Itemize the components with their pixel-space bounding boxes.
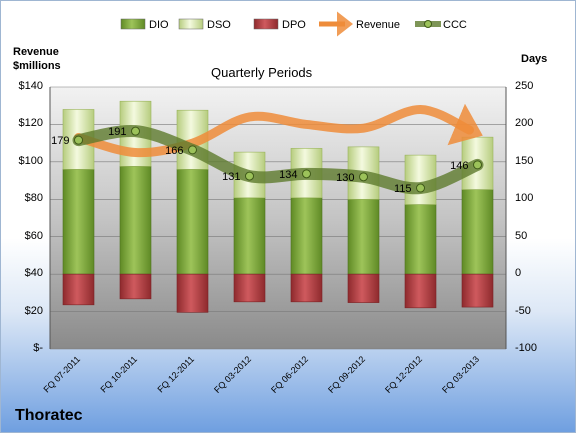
legend-label-dso: DSO xyxy=(207,19,231,31)
chart-title: Quarterly Periods xyxy=(211,65,313,80)
legend-swatch-dpo xyxy=(253,18,279,30)
bar-dpo xyxy=(461,273,494,308)
bar-dpo xyxy=(176,273,209,313)
legend-label-ccc: CCC xyxy=(443,19,467,31)
ccc-line xyxy=(72,125,484,195)
right-tick-label: 250 xyxy=(515,80,534,92)
bar-dio xyxy=(347,198,380,275)
bar-dpo xyxy=(347,273,380,303)
ccc-points: 179 191 166 131 134 130 115 146 xyxy=(51,126,482,195)
ccc-data-label: 146 xyxy=(450,160,468,172)
legend: DIO DSO DPO Revenue CCC xyxy=(120,11,467,37)
bar-dio xyxy=(62,169,95,275)
ccc-data-label: 191 xyxy=(108,126,126,138)
bar-dio xyxy=(176,169,209,275)
ccc-point xyxy=(359,172,368,182)
bar-dio xyxy=(119,166,152,275)
bar-dio xyxy=(290,197,323,275)
revenue-line xyxy=(74,103,483,158)
ccc-point xyxy=(131,126,140,136)
ccc-data-label: 130 xyxy=(336,172,354,184)
ccc-data-label: 134 xyxy=(279,169,297,181)
ccc-data-label: 166 xyxy=(165,145,183,157)
right-axis-title: Days xyxy=(521,53,548,65)
ccc-data-label: 131 xyxy=(222,171,240,183)
bar-dio xyxy=(461,189,494,275)
right-tick-label: -100 xyxy=(515,342,538,354)
bar-dpo xyxy=(62,273,95,306)
bar-dio xyxy=(233,197,266,275)
right-tick-label: 150 xyxy=(515,154,534,167)
legend-label-dpo: DPO xyxy=(282,19,306,31)
legend-label-dio: DIO xyxy=(149,19,169,31)
left-tick-label: $40 xyxy=(24,267,43,280)
legend-marker-ccc xyxy=(424,20,432,28)
right-tick-label: 100 xyxy=(515,192,534,205)
ccc-point xyxy=(188,145,197,155)
lines xyxy=(72,103,484,195)
left-tick-label: $- xyxy=(33,342,43,354)
ccc-point xyxy=(302,169,311,179)
ccc-data-label: 115 xyxy=(394,183,412,195)
right-tick-label: 50 xyxy=(515,229,528,242)
left-tick-label: $60 xyxy=(24,229,43,242)
legend-swatch-dso xyxy=(178,18,204,30)
right-tick-label: 0 xyxy=(515,267,522,280)
bar-dpo xyxy=(233,273,266,303)
left-tick-label: $20 xyxy=(24,304,43,317)
company-name: Thoratec xyxy=(15,407,83,424)
legend-swatch-dio xyxy=(120,18,146,30)
left-tick-label: $120 xyxy=(18,117,43,130)
left-tick-label: $80 xyxy=(24,192,43,205)
legend-label-revenue: Revenue xyxy=(356,19,400,31)
ccc-point xyxy=(245,171,254,181)
left-axis-title: Revenue $millions xyxy=(13,46,61,72)
left-tick-label: $140 xyxy=(18,80,43,92)
right-tick-label: -50 xyxy=(515,304,531,317)
ccc-point xyxy=(416,183,425,193)
ccc-data-label: 179 xyxy=(51,135,69,147)
ccc-point xyxy=(74,135,83,145)
bar-dio xyxy=(404,204,437,275)
left-tick-label: $100 xyxy=(18,154,43,167)
bar-dpo xyxy=(404,273,437,309)
ccc-point xyxy=(473,160,482,170)
bar-dpo xyxy=(290,273,323,303)
right-tick-label: 200 xyxy=(515,117,534,130)
bar-dpo xyxy=(119,273,152,300)
